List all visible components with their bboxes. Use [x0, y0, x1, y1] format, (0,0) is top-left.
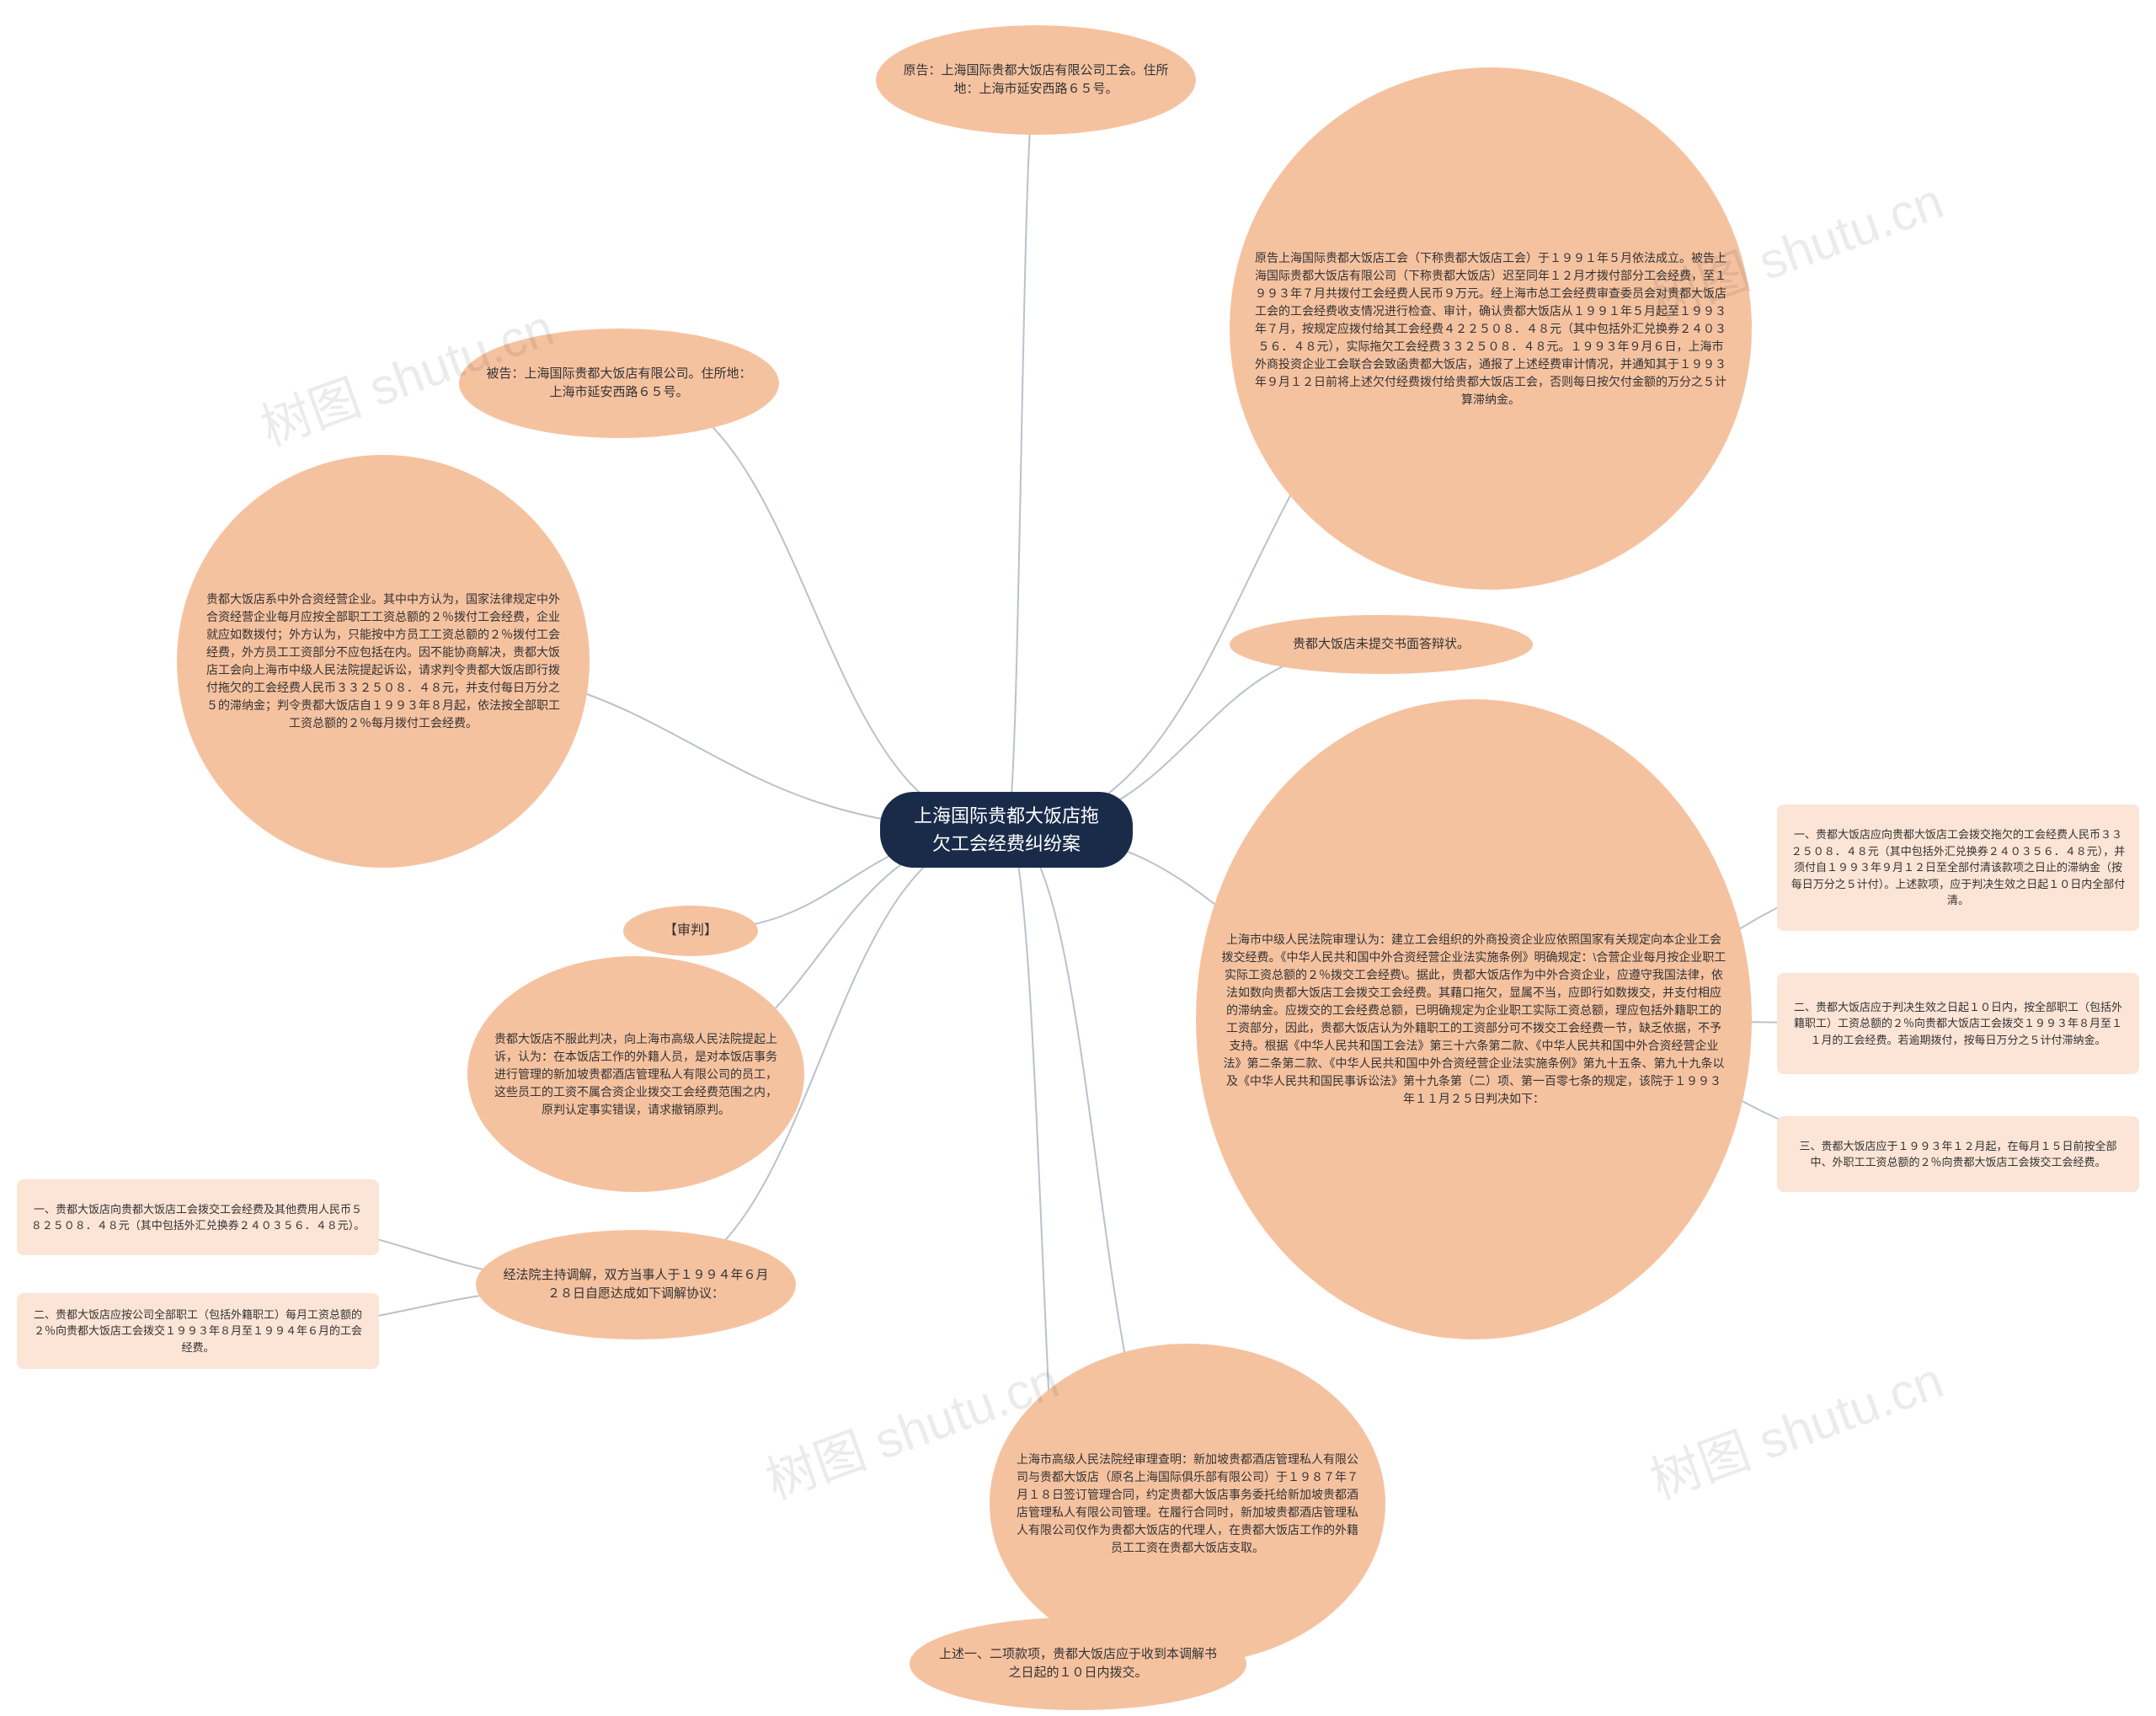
branch-node[interactable]: 原告：上海国际贵都大饭店有限公司工会。住所地：上海市延安西路６５号。	[876, 25, 1196, 135]
node-label: 被告：上海国际贵都大饭店有限公司。住所地：上海市延安西路６５号。	[484, 365, 754, 403]
leaf-note[interactable]: 三、贵都大饭店应于１９９３年１２月起，在每月１５日前按全部中、外职工工资总额的２…	[1777, 1116, 2139, 1192]
branch-node[interactable]: 贵都大饭店系中外合资经营企业。其中中方认为，国家法律规定中外合资经营企业每月应按…	[177, 455, 590, 868]
branch-node[interactable]: 贵都大饭店不服此判决，向上海市高级人民法院提起上诉，认为：在本饭店工作的外籍人员…	[467, 956, 804, 1192]
branch-node[interactable]: 被告：上海国际贵都大饭店有限公司。住所地：上海市延安西路６５号。	[459, 329, 779, 438]
node-label: 贵都大饭店不服此判决，向上海市高级人民法院提起上诉，认为：在本饭店工作的外籍人员…	[493, 1030, 779, 1119]
watermark-text: 树图 shutu.cn	[1643, 1352, 1950, 1510]
edge	[619, 383, 1006, 830]
leaf-note[interactable]: 二、贵都大饭店应按公司全部职工（包括外籍职工）每月工资总额的２％向贵都大饭店工会…	[17, 1293, 379, 1369]
node-label: 上海市中级人民法院审理认为：建立工会组织的外商投资企业应依照国家有关规定向本企业…	[1221, 931, 1726, 1108]
node-label: 【审判】	[664, 921, 718, 941]
branch-node[interactable]: 经法院主持调解，双方当事人于１９９４年６月２８日自愿达成如下调解协议：	[476, 1230, 796, 1339]
node-label: 二、贵都大饭店应按公司全部职工（包括外籍职工）每月工资总额的２％向贵都大饭店工会…	[30, 1307, 366, 1356]
branch-node[interactable]: 原告上海国际贵都大饭店工会（下称贵都大饭店工会）于１９９１年５月依法成立。被告上…	[1230, 67, 1752, 590]
node-label: 一、贵都大饭店向贵都大饭店工会拨交工会经费及其他费用人民币５８２５０８．４８元（…	[30, 1201, 366, 1234]
node-label: 上海市高级人民法院经审理查明：新加坡贵都酒店管理私人有限公司与贵都大饭店（原名上…	[1015, 1451, 1360, 1557]
branch-node[interactable]: 贵都大饭店未提交书面答辩状。	[1230, 615, 1533, 674]
branch-node[interactable]: 上海市高级人民法院经审理查明：新加坡贵都酒店管理私人有限公司与贵都大饭店（原名上…	[990, 1344, 1385, 1664]
node-label: 上述一、二项款项，贵都大饭店应于收到本调解书之日起的１０日内拨交。	[935, 1645, 1221, 1683]
node-label: 一、贵都大饭店应向贵都大饭店工会拨交拖欠的工会经费人民币３３２５０８．４８元（其…	[1790, 826, 2126, 909]
node-label: 原告：上海国际贵都大饭店有限公司工会。住所地：上海市延安西路６５号。	[901, 61, 1171, 99]
leaf-note[interactable]: 二、贵都大饭店应于判决生效之日起１０日内，按全部职工（包括外籍职工）工资总额的２…	[1777, 973, 2139, 1074]
branch-node[interactable]: 上述一、二项款项，贵都大饭店应于收到本调解书之日起的１０日内拨交。	[910, 1617, 1246, 1710]
node-label: 原告上海国际贵都大饭店工会（下称贵都大饭店工会）于１９９１年５月依法成立。被告上…	[1255, 249, 1726, 409]
leaf-note[interactable]: 一、贵都大饭店应向贵都大饭店工会拨交拖欠的工会经费人民币３３２５０８．４８元（其…	[1777, 805, 2139, 931]
watermark: 树图 shutu.cn	[1639, 1339, 1951, 1513]
branch-node[interactable]: 上海市中级人民法院审理认为：建立工会组织的外商投资企业应依照国家有关规定向本企业…	[1196, 699, 1752, 1339]
node-label: 二、贵都大饭店应于判决生效之日起１０日内，按全部职工（包括外籍职工）工资总额的２…	[1790, 999, 2126, 1049]
center-node[interactable]: 上海国际贵都大饭店拖欠工会经费纠纷案	[880, 792, 1133, 868]
node-label: 经法院主持调解，双方当事人于１９９４年６月２８日自愿达成如下调解协议：	[501, 1266, 771, 1304]
leaf-note[interactable]: 一、贵都大饭店向贵都大饭店工会拨交工会经费及其他费用人民币５８２５０８．４８元（…	[17, 1179, 379, 1255]
center-node-label: 上海国际贵都大饭店拖欠工会经费纠纷案	[905, 802, 1107, 858]
node-label: 贵都大饭店系中外合资经营企业。其中中方认为，国家法律规定中外合资经营企业每月应按…	[202, 591, 564, 732]
edge	[1006, 80, 1036, 830]
node-label: 三、贵都大饭店应于１９９３年１２月起，在每月１５日前按全部中、外职工工资总额的２…	[1790, 1138, 2126, 1171]
branch-node[interactable]: 【审判】	[623, 906, 758, 956]
node-label: 贵都大饭店未提交书面答辩状。	[1293, 635, 1470, 655]
